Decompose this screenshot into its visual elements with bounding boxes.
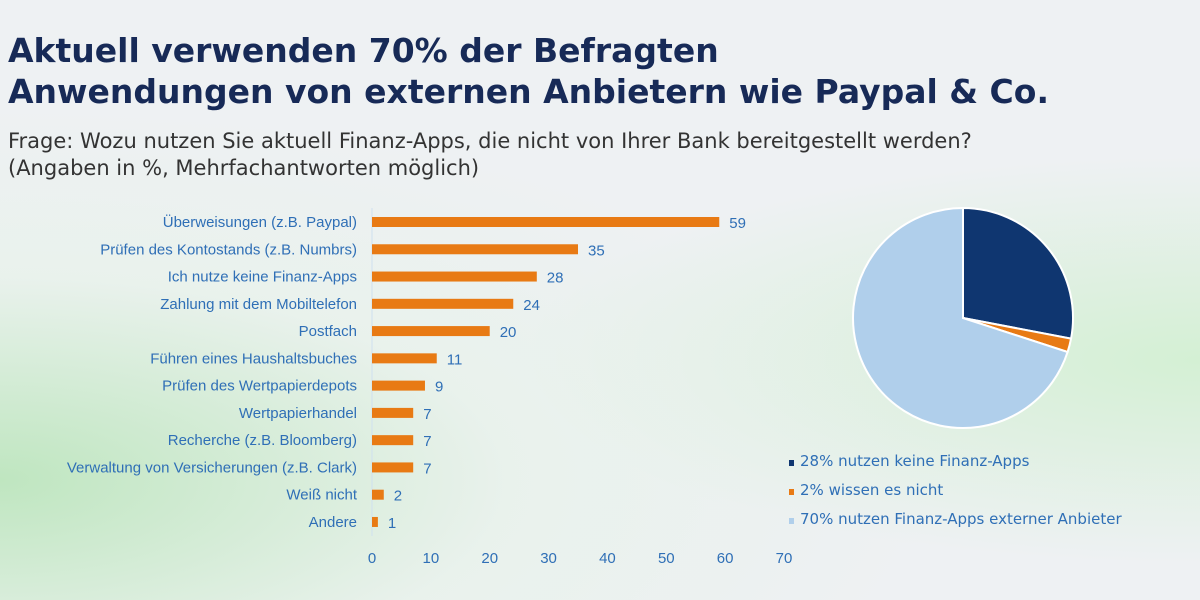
x-tick-label: 20 (481, 550, 498, 567)
category-label: Wertpapierhandel (239, 405, 357, 422)
data-label: 11 (447, 351, 463, 368)
category-label: Ich nutze keine Finanz-Apps (168, 269, 357, 286)
bar (372, 462, 414, 473)
x-tick-label: 10 (423, 550, 440, 567)
legend-swatch (789, 489, 794, 495)
x-tick-label: 60 (717, 550, 734, 567)
subtitle-line-2: (Angaben in %, Mehrfachantworten möglich… (8, 156, 480, 180)
bar (372, 516, 378, 527)
category-label: Prüfen des Wertpapierdepots (162, 378, 357, 395)
data-label: 9 (435, 379, 443, 396)
x-tick-label: 0 (368, 550, 376, 567)
bar (372, 380, 425, 391)
data-label: 28 (547, 270, 564, 287)
title-line-1: Aktuell verwenden 70% der Befragten (8, 31, 719, 70)
page-title: Aktuell verwenden 70% der Befragten Anwe… (8, 30, 1049, 112)
x-tick-label: 50 (658, 550, 675, 567)
data-label: 1 (388, 515, 396, 532)
data-label: 7 (423, 406, 431, 423)
x-tick-label: 30 (540, 550, 557, 567)
category-label: Postfach (299, 323, 357, 340)
bar (372, 407, 414, 418)
bar (372, 298, 514, 309)
category-label: Überweisungen (z.B. Paypal) (163, 213, 357, 231)
legend-label: 2% wissen es nicht (800, 481, 943, 499)
category-label: Verwaltung von Versicherungen (z.B. Clar… (67, 459, 357, 476)
x-tick-label: 70 (776, 550, 793, 567)
bar (372, 326, 490, 337)
subtitle: Frage: Wozu nutzen Sie aktuell Finanz-Ap… (8, 128, 972, 182)
bar (372, 353, 437, 364)
category-label: Andere (309, 514, 357, 531)
category-label: Zahlung mit dem Mobiltelefon (160, 296, 357, 313)
data-label: 2 (394, 488, 402, 505)
category-label: Prüfen des Kontostands (z.B. Numbrs) (100, 241, 357, 258)
data-label: 24 (523, 297, 540, 314)
bar (372, 217, 720, 227)
category-label: Führen eines Haushaltsbuches (150, 350, 357, 367)
data-label: 59 (729, 215, 746, 232)
bar (372, 489, 384, 500)
legend-swatch (789, 460, 794, 466)
bar (372, 244, 578, 255)
data-label: 20 (500, 324, 517, 341)
legend-swatch (789, 518, 794, 524)
category-label: Weiß nicht (286, 487, 357, 504)
legend-label: 70% nutzen Finanz-Apps externer Anbieter (800, 510, 1122, 528)
category-label: Recherche (z.B. Bloomberg) (168, 432, 357, 449)
data-label: 7 (423, 460, 431, 477)
bar (372, 435, 414, 446)
legend-label: 28% nutzen keine Finanz-Apps (800, 452, 1030, 470)
bar (372, 271, 537, 282)
pie-slice (962, 206, 1074, 340)
title-line-2: Anwendungen von externen Anbietern wie P… (8, 72, 1049, 111)
pie-slice (852, 206, 1069, 429)
x-tick-label: 40 (599, 550, 616, 567)
data-label: 7 (423, 433, 431, 450)
data-label: 35 (588, 242, 605, 259)
subtitle-line-1: Frage: Wozu nutzen Sie aktuell Finanz-Ap… (8, 129, 972, 153)
